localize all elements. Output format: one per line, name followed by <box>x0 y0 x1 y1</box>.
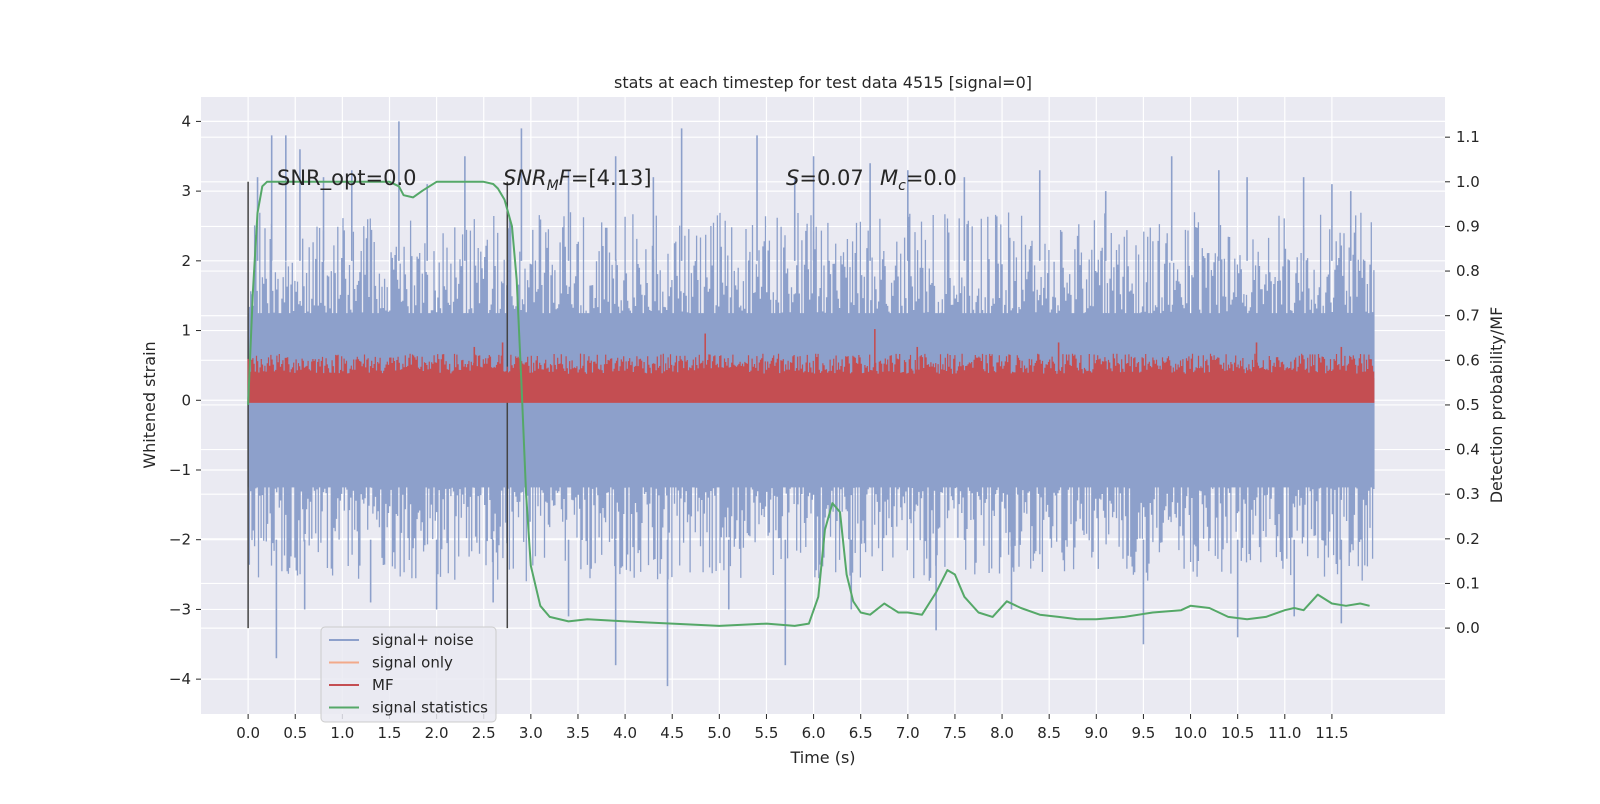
x-tick-label: 8.0 <box>990 724 1014 742</box>
series-signal-statistics <box>247 180 1370 627</box>
y2-tick-label: 0.9 <box>1456 217 1480 235</box>
x-tick-label: 0.0 <box>236 724 260 742</box>
annotation-mc-rest: =0.0 <box>906 166 957 190</box>
annotation-s-base: S <box>786 166 799 190</box>
signal-statistics-line <box>247 180 1370 627</box>
x-axis-title: Time (s) <box>789 748 855 767</box>
x-tick-label: 4.0 <box>613 724 637 742</box>
y2-tick-label: 1.0 <box>1456 173 1480 191</box>
legend: signal+ noise signal only MF signal statist… <box>320 626 497 723</box>
y2-tick-label: 0.4 <box>1456 441 1480 459</box>
annotation-s: S=0.07 <box>786 166 864 190</box>
y-axis-title: Whitened strain <box>140 341 159 468</box>
x-tick-label: 4.5 <box>660 724 684 742</box>
y-tick-label: 4 <box>181 112 191 130</box>
annotation-snr-mf-base: SNR <box>503 166 547 190</box>
x-tick-label: 8.5 <box>1037 724 1061 742</box>
y2-tick-label: 0.8 <box>1456 262 1480 280</box>
y-tick-label: 1 <box>181 322 191 340</box>
x-tick-label: 11.5 <box>1315 724 1348 742</box>
mf-trace <box>247 353 1375 403</box>
axis-ticks: 0.0 0.5 1.0 1.5 2.0 2.5 3.0 3.5 4.0 4.5 5.0 5.5 6.0 6… <box>169 112 1480 742</box>
x-tick-label: 5.5 <box>755 724 779 742</box>
y2-tick-label: 1.1 <box>1456 128 1480 146</box>
legend-frame <box>320 626 497 723</box>
y2-tick-label: 0.5 <box>1456 396 1480 414</box>
legend-label: MF <box>372 676 394 694</box>
y-tick-label: −1 <box>169 461 191 479</box>
x-tick-label: 1.0 <box>330 724 354 742</box>
y-tick-label: −2 <box>169 531 191 549</box>
annotation-snr-opt: SNR_opt=0.0 <box>277 166 417 191</box>
y2-tick-label: 0.0 <box>1456 619 1480 637</box>
x-tick-label: 1.5 <box>378 724 402 742</box>
x-tick-label: 0.5 <box>283 724 307 742</box>
x-tick-label: 10.0 <box>1174 724 1207 742</box>
x-tick-label: 11.0 <box>1268 724 1301 742</box>
y-tick-label: −4 <box>169 670 191 688</box>
chart-title: stats at each timestep for test data 451… <box>614 73 1032 92</box>
x-tick-label: 6.5 <box>849 724 873 742</box>
y2-tick-label: 0.1 <box>1456 574 1480 592</box>
series-mf <box>247 329 1375 403</box>
x-tick-label: 2.0 <box>425 724 449 742</box>
x-tick-label: 2.5 <box>472 724 496 742</box>
annotation-snr-mf: SNRMF=[4.13] <box>503 166 652 194</box>
annotation-snr-mf-rest-f: F <box>559 166 572 190</box>
y2-tick-label: 0.3 <box>1456 485 1480 503</box>
y2-tick-label: 0.2 <box>1456 530 1480 548</box>
vertical-markers <box>247 181 509 629</box>
x-tick-label: 10.5 <box>1221 724 1254 742</box>
y2-axis-title: Detection probability/MF <box>1487 307 1506 504</box>
legend-label: signal+ noise <box>372 631 474 649</box>
x-tick-label: 3.5 <box>566 724 590 742</box>
x-tick-label: 7.0 <box>896 724 920 742</box>
x-tick-label: 7.5 <box>943 724 967 742</box>
y2-tick-label: 0.6 <box>1456 351 1480 369</box>
annotation-snr-mf-sub: M <box>547 178 559 194</box>
x-tick-label: 5.0 <box>707 724 731 742</box>
x-tick-label: 6.0 <box>802 724 826 742</box>
legend-label: signal statistics <box>372 699 488 717</box>
y-tick-label: 0 <box>181 391 191 409</box>
x-tick-label: 9.5 <box>1131 724 1155 742</box>
annotation-snr-mf-value: =[4.13] <box>571 166 652 190</box>
annotation-s-rest: =0.07 <box>799 166 863 190</box>
y-tick-label: −3 <box>169 600 191 618</box>
annotation-mc-base: M <box>880 166 898 190</box>
annotation-mc: Mc=0.0 <box>880 166 957 194</box>
y-tick-label: 3 <box>181 182 191 200</box>
legend-label: signal only <box>372 654 453 672</box>
x-tick-label: 3.0 <box>519 724 543 742</box>
annotation-mc-sub: c <box>898 178 906 194</box>
x-tick-label: 9.0 <box>1084 724 1108 742</box>
y-tick-label: 2 <box>181 252 191 270</box>
legend-items: signal+ noise signal only MF signal statist… <box>329 631 488 717</box>
y2-tick-label: 0.7 <box>1456 307 1480 325</box>
